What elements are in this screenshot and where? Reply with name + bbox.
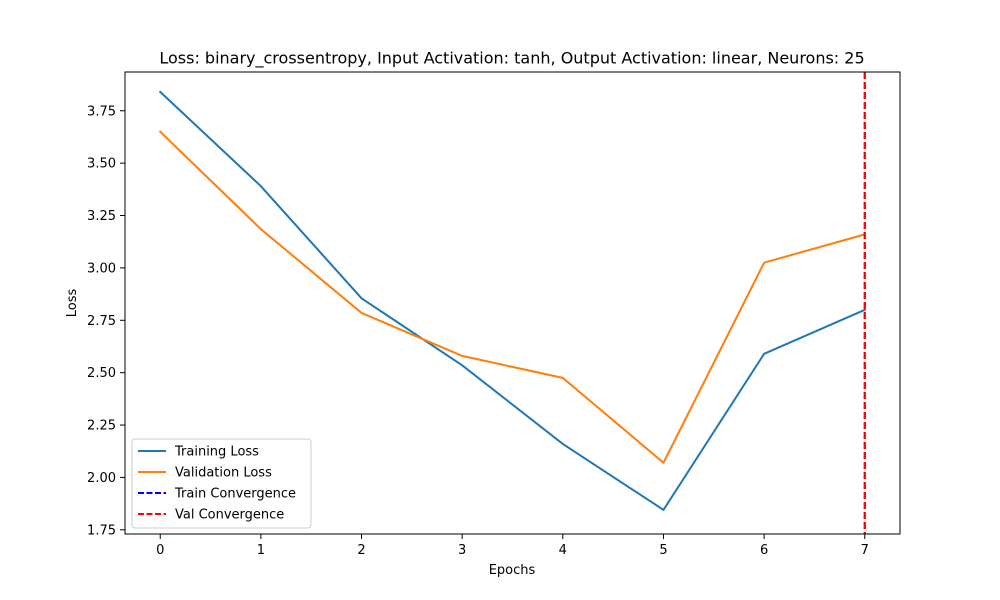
x-tick-label: 3 [458, 543, 466, 558]
y-tick-label: 2.75 [87, 314, 116, 329]
y-tick-label: 3.75 [87, 104, 116, 119]
x-tick-label: 1 [257, 543, 265, 558]
x-axis-ticks: 0 1 2 3 4 5 6 7 [156, 534, 869, 558]
y-tick-label: 1.75 [87, 523, 116, 538]
legend-label: Training Loss [174, 445, 259, 460]
x-tick-label: 6 [760, 543, 768, 558]
legend-label: Train Convergence [174, 487, 296, 502]
y-axis-title: Loss [65, 289, 80, 318]
series-line-validation-loss [158, 130, 867, 464]
y-tick-label: 2.00 [87, 471, 116, 486]
legend-label: Val Convergence [175, 508, 284, 523]
x-tick-label: 7 [861, 543, 869, 558]
chart-title: Loss: binary_crossentropy, Input Activat… [159, 49, 864, 69]
y-tick-label: 3.00 [87, 261, 116, 276]
y-tick-label: 3.50 [87, 157, 116, 172]
x-axis-title: Epochs [489, 563, 536, 578]
x-tick-label: 2 [357, 543, 365, 558]
y-axis-ticks: 1.75 2.00 2.25 2.50 2.75 3.00 3.25 3.50 3.75 [87, 104, 125, 538]
x-tick-label: 4 [559, 543, 567, 558]
x-tick-label: 5 [659, 543, 667, 558]
legend: Training Loss Validation Loss Train Conver… [131, 438, 312, 529]
legend-box [131, 438, 312, 529]
series-lines [158, 90, 867, 511]
y-tick-label: 3.25 [87, 209, 116, 224]
series-line-training-loss [158, 90, 867, 511]
y-tick-label: 2.50 [87, 366, 116, 381]
legend-label: Validation Loss [175, 466, 272, 481]
plot-frame [124, 71, 901, 535]
x-tick-label: 0 [156, 543, 164, 558]
y-tick-label: 2.25 [87, 419, 116, 434]
